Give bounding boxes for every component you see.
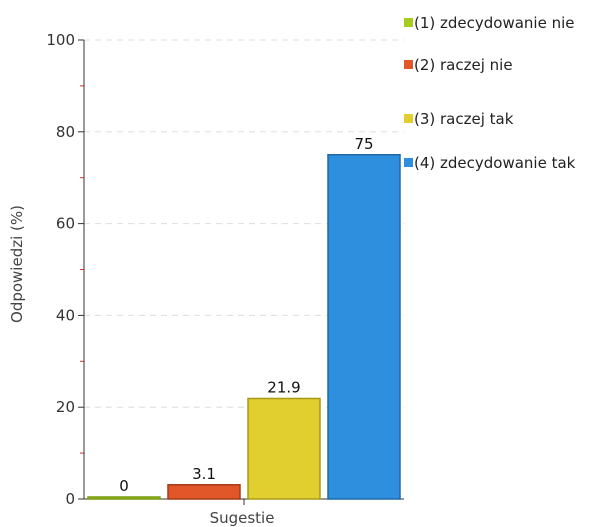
- y-tick-label: 100: [46, 31, 75, 49]
- bar-value-label: 0: [119, 477, 129, 495]
- y-tick-label: 60: [56, 215, 75, 233]
- legend-label: (4) zdecydowanie tak: [414, 154, 576, 172]
- legend-swatch-icon: [404, 60, 413, 69]
- y-tick-label: 0: [65, 490, 75, 508]
- bar: [87, 496, 161, 500]
- y-tick-label: 40: [56, 306, 75, 324]
- legend-swatch-icon: [404, 18, 413, 27]
- legend-item-1: (1) zdecydowanie nie: [398, 14, 608, 32]
- legend-item-2: (2) raczej nie: [398, 56, 608, 74]
- legend-swatch-icon: [404, 114, 413, 123]
- bar: [167, 484, 241, 500]
- bar-value-label: 3.1: [192, 465, 216, 483]
- legend-label: (1) zdecydowanie nie: [414, 14, 575, 32]
- legend-swatch-icon: [404, 158, 413, 167]
- bar: [247, 397, 321, 500]
- legend-label: (2) raczej nie: [414, 56, 513, 74]
- bar: [327, 154, 401, 500]
- bar-value-label: 21.9: [267, 378, 300, 396]
- chart-bars: [87, 154, 401, 500]
- bar-value-label: 75: [354, 135, 373, 153]
- legend-label: (3) raczej tak: [414, 110, 514, 128]
- y-tick-label: 80: [56, 123, 75, 141]
- legend-item-3: (3) raczej tak: [398, 110, 608, 128]
- y-tick-label: 20: [56, 398, 75, 416]
- chart-value-labels: 0 3.1 21.9 75: [119, 135, 373, 495]
- chart-axes: 0 20 40 60 80 100: [46, 31, 404, 508]
- y-axis-title: Odpowiedzi (%): [8, 205, 26, 323]
- legend-item-4: (4) zdecydowanie tak: [398, 154, 608, 172]
- x-axis-title: Sugestie: [210, 509, 275, 527]
- chart-legend: (1) zdecydowanie nie (2) raczej nie (3) …: [398, 14, 608, 172]
